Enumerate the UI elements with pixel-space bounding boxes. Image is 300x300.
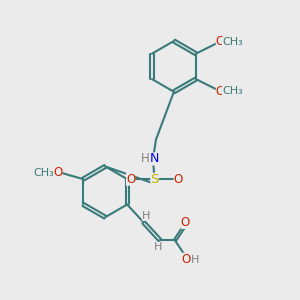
Text: H: H <box>191 255 200 265</box>
Text: H: H <box>141 152 150 165</box>
Text: O: O <box>174 173 183 186</box>
Text: CH₃: CH₃ <box>222 86 243 96</box>
Text: CH₃: CH₃ <box>222 37 243 47</box>
Text: H: H <box>154 242 162 252</box>
Text: O: O <box>216 35 225 48</box>
Text: S: S <box>150 173 159 186</box>
Text: O: O <box>216 85 225 98</box>
Text: O: O <box>182 253 191 266</box>
Text: N: N <box>150 152 160 166</box>
Text: O: O <box>53 166 62 179</box>
Text: O: O <box>181 216 190 229</box>
Text: O: O <box>126 173 135 186</box>
Text: CH₃: CH₃ <box>33 167 54 178</box>
Text: H: H <box>142 211 150 221</box>
